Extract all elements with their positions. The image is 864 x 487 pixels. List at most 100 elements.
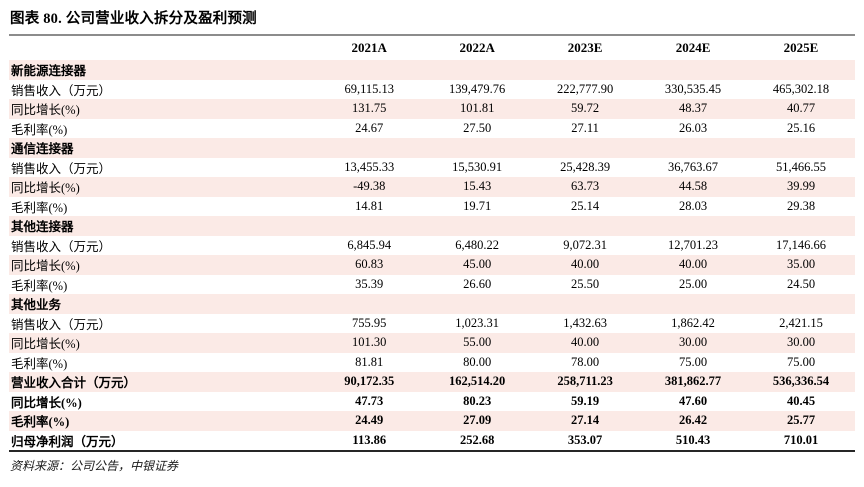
column-header: 2023E [567,40,603,55]
value-cell: 39.99 [786,179,816,194]
value-cell: 40.00 [571,335,600,350]
column-header: 2025E [783,40,819,55]
value-cell: 60.83 [355,257,384,272]
value-cell: 24.50 [786,276,816,291]
value-cell: 24.67 [355,120,384,135]
value-cell: 45.00 [463,257,492,272]
value-cell: 25.77 [786,413,816,428]
table-row: 毛利率(%) 24.67 27.50 27.11 26.03 25.16 [9,119,855,139]
value-cell: 59.72 [571,101,600,116]
row-label: 毛利率(%) [11,415,70,430]
value-cell: 15.43 [463,179,492,194]
value-cell: 75.00 [678,354,708,369]
value-cell [315,60,423,80]
row-label: 归母净利润（万元） [9,430,316,452]
header-row: 2021A 2022A 2023E 2024E 2025E [9,36,855,60]
value-cell: 40.00 [571,257,600,272]
row-label: 同比增长(%) [11,259,80,274]
value-cell: 113.86 [315,430,424,452]
value-cell: 710.01 [747,430,855,452]
row-label: 营业收入合计（万元） [11,376,137,391]
row-label: 同比增长(%) [11,181,80,196]
value-cell: 1,432.63 [563,315,607,330]
section-row: 新能源连接器 [9,60,855,80]
table-row: 毛利率(%) 35.39 26.60 25.50 25.00 24.50 [9,275,855,295]
value-cell: 69,115.13 [344,81,394,96]
value-cell [531,60,639,80]
table-row: 销售收入（万元） 6,845.94 6,480.22 9,072.31 12,701.2… [9,236,855,256]
value-cell: 35.39 [355,276,384,291]
value-cell: 29.38 [786,198,816,213]
value-cell: 27.14 [571,413,600,428]
value-cell: 30.00 [786,335,816,350]
row-label: 毛利率(%) [11,122,68,137]
table-row: 毛利率(%) 81.81 80.00 78.00 75.00 75.00 [9,353,855,373]
value-cell: 63.73 [571,179,600,194]
value-cell: 465,302.18 [772,81,830,96]
value-cell: 381,862.77 [664,374,722,389]
value-cell: 25.16 [786,120,816,135]
value-cell: 26.03 [678,120,708,135]
value-cell: 12,701.23 [668,237,719,252]
value-cell: 25.50 [571,276,600,291]
value-cell: 330,535.45 [664,81,722,96]
value-cell: 27.09 [463,413,492,428]
value-cell: 47.73 [355,393,384,408]
row-label: 其他连接器 [11,220,74,235]
row-label: 新能源连接器 [11,64,87,79]
table-row: 同比增长(%) 60.83 45.00 40.00 40.00 35.00 [9,255,855,275]
value-cell: 36,763.67 [668,159,719,174]
section-row: 其他连接器 [9,216,855,236]
title-divider [9,34,855,36]
value-cell: 101.30 [352,335,387,350]
value-cell: 80.23 [463,393,492,408]
table-row: 营业收入合计（万元） 90,172.35 162,514.20 258,711.23 3… [9,372,855,392]
value-cell: 2,421.15 [779,315,823,330]
value-cell: 15,530.91 [452,159,503,174]
row-label: 销售收入（万元） [11,83,112,98]
value-cell [747,138,855,158]
value-cell: 139,479.76 [449,81,506,96]
row-label: 其他业务 [11,298,62,313]
row-label: 销售收入（万元） [11,317,112,332]
value-cell [747,60,855,80]
value-cell [747,216,855,236]
value-cell: 25,428.39 [560,159,611,174]
value-cell: 27.50 [463,120,492,135]
value-cell: 59.19 [571,393,600,408]
value-cell [315,216,423,236]
value-cell [423,138,531,158]
source-note: 资料来源：公司公告，中银证券 [10,458,179,473]
table-row: 同比增长(%) 101.30 55.00 40.00 30.00 30.00 [9,333,855,353]
table-row: 毛利率(%) 14.81 19.71 25.14 28.03 29.38 [9,197,855,217]
row-label: 同比增长(%) [11,337,80,352]
revenue-forecast-table: 2021A 2022A 2023E 2024E 2025E 新能源连接器销售收入… [9,36,855,452]
value-cell: 27.11 [571,120,599,135]
row-label: 毛利率(%) [11,278,68,293]
page-title: 图表 80. 公司营业收入拆分及盈利预测 [10,11,257,27]
table-row: 毛利率(%) 24.49 27.09 27.14 26.42 25.77 [9,411,855,431]
value-cell: 24.49 [355,413,384,428]
value-cell: 14.81 [355,198,384,213]
value-cell: 13,455.33 [344,159,395,174]
column-header: 2022A [459,40,495,55]
table-row: 归母净利润（万元） 113.86 252.68 353.07 510.43 710.01 [9,430,855,452]
value-cell [639,138,747,158]
value-cell: 78.00 [571,354,600,369]
value-cell [639,60,747,80]
value-cell: 30.00 [678,335,708,350]
row-label: 同比增长(%) [11,103,80,118]
value-cell: 536,336.54 [772,374,830,389]
row-label: 同比增长(%) [11,395,82,410]
value-cell [531,216,639,236]
value-cell: 1,862.42 [671,315,715,330]
value-cell [315,138,423,158]
value-cell: 6,845.94 [347,237,392,252]
value-cell: 28.03 [678,198,708,213]
value-cell: 25.14 [571,198,600,213]
value-cell: 90,172.35 [344,374,395,389]
value-cell: 162,514.20 [449,374,506,389]
value-cell [531,294,639,314]
value-cell: 48.37 [678,101,708,116]
